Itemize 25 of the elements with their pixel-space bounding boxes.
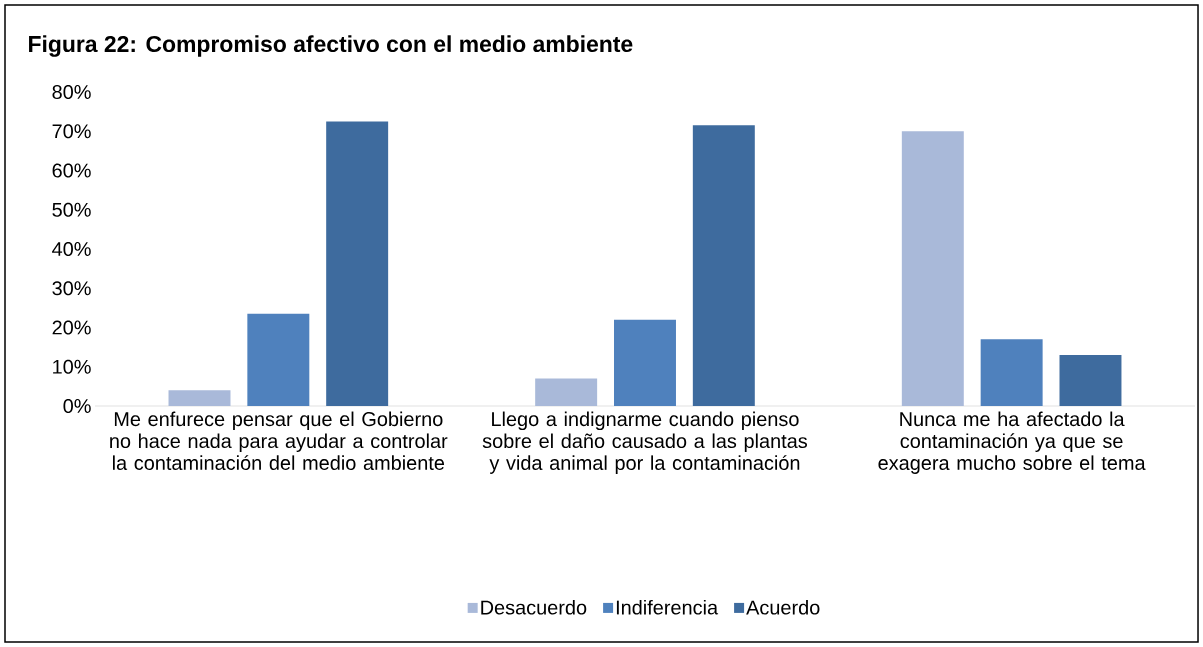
y-tick-label: 20% [52, 320, 91, 335]
y-tick-label: 30% [52, 281, 91, 296]
bar [614, 319, 676, 407]
y-tick-label: 50% [52, 202, 91, 217]
y-tick-label: 40% [52, 241, 91, 257]
y-tick-label: 70% [52, 124, 91, 139]
y-tick-label: 80% [52, 84, 91, 100]
bar [1059, 354, 1122, 407]
bar [326, 121, 389, 407]
y-tick-label: 0% [63, 398, 91, 414]
bar [168, 390, 231, 407]
y-tick-label: 60% [52, 163, 91, 178]
y-tick-label: 10% [53, 359, 91, 374]
bar [692, 125, 755, 407]
legend-label: Indiferencia [616, 599, 719, 615]
legend-label: Acuerdo [746, 599, 820, 615]
x-tick-label: Nunca me ha afectado la contaminación ya que se exagera mucho sobre el tema [878, 411, 1146, 474]
bar [901, 131, 964, 407]
x-tick-label: Llego a indignarme cuando pienso sobre el daño causado a las plantas y vida animal por la contaminación [482, 411, 808, 474]
bar [247, 313, 310, 407]
x-tick-label: Me enfurece pensar que el Gobierno no hace nada para ayudar a controlar la contaminación del medio ambiente [110, 411, 448, 470]
bar [980, 339, 1043, 407]
bar [535, 378, 598, 407]
legend-label: Desacuerdo [481, 599, 587, 615]
chart-title: Figura 22: Compromiso afectivo con el medio ambiente [29, 35, 633, 57]
